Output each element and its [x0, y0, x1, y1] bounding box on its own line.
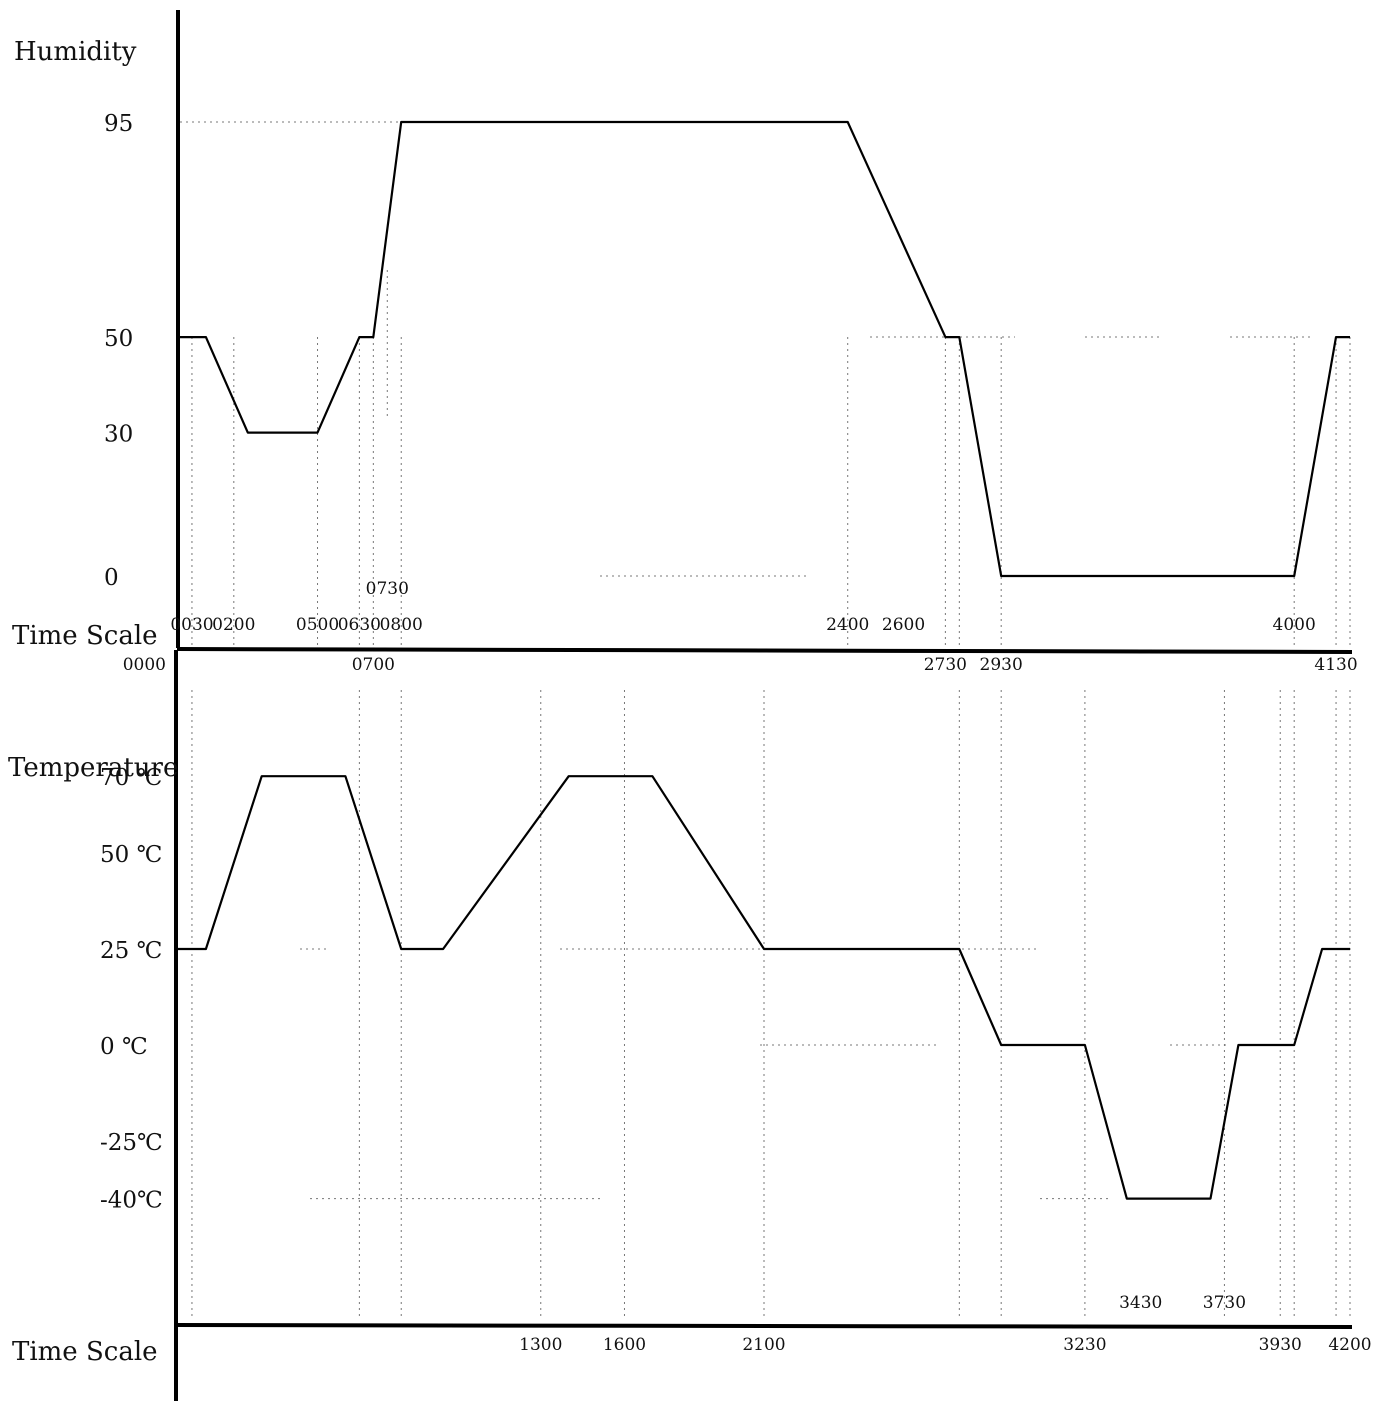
humidity-y-tick-label: 95	[104, 111, 133, 137]
humidity-time-tick-label: 0200	[212, 615, 255, 635]
temperature-time-tick-label: 1600	[603, 1335, 646, 1355]
temperature-time-tick-label: 4200	[1328, 1335, 1371, 1355]
humidity-time-tick-label: 0800	[380, 615, 423, 635]
temperature-y-tick-label: 25 ℃	[100, 938, 162, 964]
temperature-y-tick-label: -25℃	[100, 1130, 163, 1156]
humidity-time-tick-label: 2400	[826, 615, 869, 635]
humidity-y-tick-label: 50	[104, 326, 133, 352]
humidity-time-tick-label: 0700	[352, 655, 395, 675]
temperature-y-tick-label: 70 ℃	[100, 765, 162, 791]
temperature-time-axis	[174, 1323, 1353, 1329]
humidity-time-tick-label: 2730	[924, 655, 967, 675]
guide-lines	[180, 121, 1351, 1320]
temperature-y-tick-label: 50 ℃	[100, 842, 162, 868]
temperature-profile-line	[178, 775, 1350, 1200]
temperature-y-tick-label: 0 ℃	[100, 1034, 148, 1060]
humidity-time-tick-label: 2600	[882, 615, 925, 635]
humidity-time-tick-label: 4130	[1314, 655, 1357, 675]
humidity-time-tick-label: 0500	[296, 615, 339, 635]
humidity-time-tick-label: 0000	[123, 655, 166, 675]
temperature-time-tick-labels: 1300 1600 2100 3230 3430 3730 3930 4200	[519, 1293, 1372, 1355]
temperature-time-tick-label: 1300	[519, 1335, 562, 1355]
humidity-time-tick-label: 0030	[170, 615, 213, 635]
humidity-time-tick-label: 0630	[338, 615, 381, 635]
temperature-time-tick-label: 3930	[1259, 1335, 1302, 1355]
temperature-y-tick-label: -40℃	[100, 1188, 163, 1214]
humidity-time-axis	[176, 647, 1353, 654]
temperature-y-tick-labels: 70 ℃ 50 ℃ 25 ℃ 0 ℃ -25℃ -40℃	[100, 765, 163, 1213]
humidity-y-tick-labels: 95 50 30 0	[104, 111, 133, 591]
humidity-time-tick-label: 0730	[366, 579, 409, 599]
humidity-time-tick-label: 2930	[980, 655, 1023, 675]
humidity-y-tick-label: 0	[104, 565, 119, 591]
temperature-axis-title: Temperature	[8, 753, 178, 783]
humidity-time-tick-label: 4000	[1273, 615, 1316, 635]
humidity-axis-title: Humidity	[14, 37, 137, 67]
temperature-time-tick-label: 3230	[1063, 1335, 1106, 1355]
temperature-time-scale-label: Time Scale	[12, 1337, 158, 1367]
temperature-time-tick-label: 3730	[1203, 1293, 1246, 1313]
humidity-y-tick-label: 30	[104, 422, 133, 448]
humidity-profile-line	[178, 120, 1350, 578]
temperature-time-tick-label: 3430	[1119, 1293, 1162, 1313]
humidity-time-scale-label: Time Scale	[12, 621, 158, 651]
temperature-time-tick-label: 2100	[742, 1335, 785, 1355]
